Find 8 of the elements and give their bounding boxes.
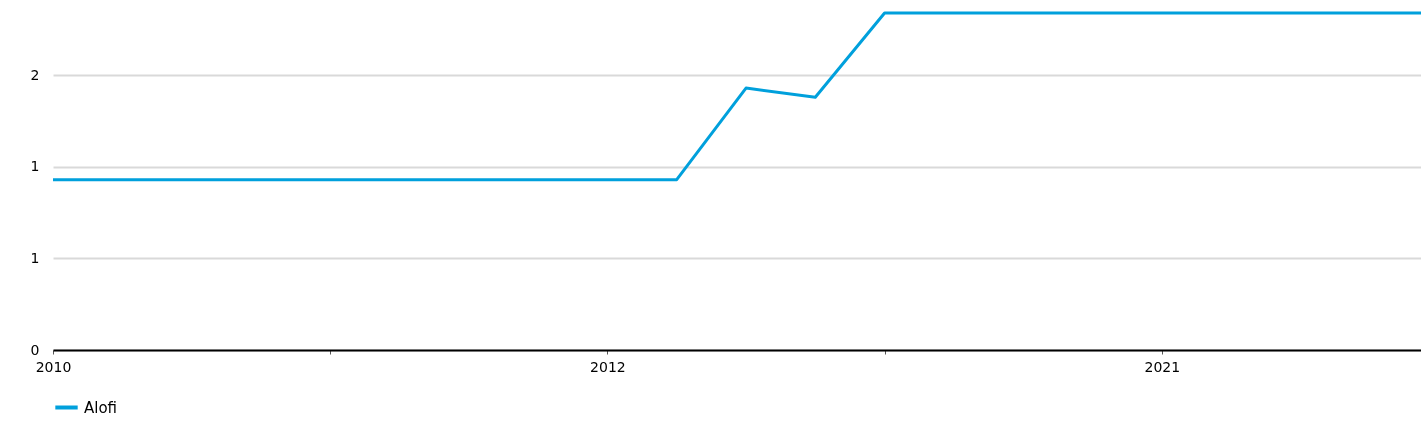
y-tick-label: 1 xyxy=(30,158,40,175)
y-tick-label: 1 xyxy=(30,249,40,266)
x-tick-label: 2021 xyxy=(1144,358,1181,375)
y-tick-label: 2 xyxy=(30,66,40,83)
x-tick-label: 2010 xyxy=(35,358,72,375)
y-tick-label: 0 xyxy=(30,341,40,358)
legend-label: Alofi xyxy=(84,398,118,417)
x-tick-label: 2012 xyxy=(590,358,626,375)
